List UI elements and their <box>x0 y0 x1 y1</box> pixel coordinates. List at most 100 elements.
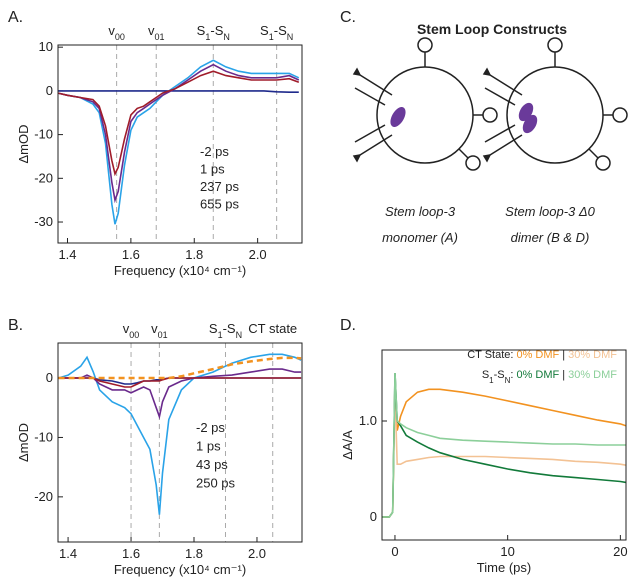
text-part: v <box>123 321 130 336</box>
y-tick-label: -30 <box>34 214 53 229</box>
text-part: v <box>108 23 115 38</box>
text-part: S <box>482 369 489 381</box>
y-tick-label: 0 <box>46 370 53 385</box>
text-part: 1 <box>269 32 274 42</box>
text-part: v <box>151 321 158 336</box>
legend-entry: 1 ps <box>200 162 225 177</box>
legend-entry: 250 ps <box>196 476 236 491</box>
annotation: S1-SN <box>260 23 293 42</box>
plot-frame <box>57 44 303 244</box>
text-part: CT state <box>248 321 297 336</box>
x-tick-label: 1.4 <box>59 546 77 561</box>
x-tick-label: 10 <box>500 544 514 559</box>
legend-entry: 30% DMF <box>568 349 617 361</box>
text-part: 1 <box>205 32 210 42</box>
legend-entry: -2 ps <box>196 420 225 435</box>
series-line <box>382 392 626 518</box>
text-part: 1 <box>218 330 223 340</box>
y-tick-label: 1.0 <box>359 413 377 428</box>
legend-entry: 655 ps <box>200 197 240 212</box>
text-part: 00 <box>129 330 139 340</box>
text-part: -S <box>223 321 236 336</box>
x-tick-label: 1.4 <box>58 247 76 262</box>
series-line <box>382 372 626 518</box>
text-part: 1 <box>489 376 494 385</box>
annotation: S1-SN <box>197 23 230 42</box>
annotation: v01 <box>148 23 165 42</box>
text-part: -S <box>274 23 287 38</box>
y-axis-label: ΔmOD <box>16 423 31 462</box>
text-part: N <box>505 376 511 385</box>
y-tick-label: -10 <box>34 429 53 444</box>
x-tick-label: 20 <box>613 544 627 559</box>
text-part: N <box>223 32 230 42</box>
text-part: N <box>236 330 243 340</box>
series-line <box>382 382 626 518</box>
text-part: N <box>287 32 294 42</box>
legend-entry: 30% DMF <box>568 369 617 381</box>
legend-group: S1-SN: 0% DMF | 30% DMF <box>482 369 617 385</box>
x-tick-label: 2.0 <box>248 546 266 561</box>
diagram-title: Stem Loop Constructs <box>417 21 567 37</box>
series-line <box>58 353 302 515</box>
panel-label: A. <box>8 9 23 26</box>
panel-label: C. <box>340 9 356 26</box>
annotation: v01 <box>151 321 168 340</box>
x-tick-label: 1.8 <box>185 546 203 561</box>
legend-entry: 237 ps <box>200 179 240 194</box>
annotation: v00 <box>108 23 125 42</box>
caption: dimer (B & D) <box>511 230 590 245</box>
text-part: -S <box>210 23 223 38</box>
x-axis-label: Time (ps) <box>477 560 531 575</box>
plot-frame <box>381 349 627 541</box>
text-part: v <box>148 23 155 38</box>
legend-entry: 0% DMF <box>516 349 559 361</box>
stem-loop-diagram <box>352 37 628 171</box>
text-part: -S <box>494 369 505 381</box>
caption: Stem loop-3 Δ0 <box>505 204 595 219</box>
legend-separator: | <box>562 369 565 381</box>
text-part: 01 <box>154 32 164 42</box>
panel-label: B. <box>8 317 23 334</box>
y-axis-label: ΔmOD <box>16 124 31 163</box>
plot-frame <box>57 342 303 543</box>
legend-entry: 43 ps <box>196 457 228 472</box>
legend-entry: -2 ps <box>200 144 229 159</box>
y-axis-label: ΔA/A <box>340 430 355 460</box>
x-tick-label: 0 <box>391 544 398 559</box>
panel-label: D. <box>340 317 356 334</box>
text-part: S <box>197 23 206 38</box>
caption: monomer (A) <box>382 230 458 245</box>
y-tick-label: 10 <box>39 39 53 54</box>
y-tick-label: -20 <box>34 489 53 504</box>
x-tick-label: 1.6 <box>122 247 140 262</box>
text-part: : <box>510 369 513 381</box>
annotation: CT state <box>248 321 297 336</box>
series-line <box>58 90 299 93</box>
x-tick-label: 1.6 <box>122 546 140 561</box>
x-axis-label: Frequency (x10⁴ cm⁻¹) <box>114 263 246 278</box>
y-tick-label: 0 <box>370 509 377 524</box>
legend-entry: 1 ps <box>196 439 221 454</box>
annotation: S1-SN <box>209 321 242 340</box>
x-axis-label: Frequency (x10⁴ cm⁻¹) <box>114 562 246 577</box>
series-line <box>58 59 300 225</box>
x-tick-label: 2.0 <box>249 247 267 262</box>
y-tick-label: -20 <box>34 170 53 185</box>
text-part: 00 <box>115 32 125 42</box>
legend-separator: | <box>562 349 565 361</box>
text-part: 01 <box>158 330 168 340</box>
text-part: S <box>209 321 218 336</box>
series-line <box>58 356 302 380</box>
legend-entry: 0% DMF <box>516 369 559 381</box>
text-part: CT State: <box>467 349 513 361</box>
y-tick-label: -10 <box>34 127 53 142</box>
y-tick-label: 0 <box>46 83 53 98</box>
caption: Stem loop-3 <box>385 204 456 219</box>
x-tick-label: 1.8 <box>185 247 203 262</box>
text-part: S <box>260 23 269 38</box>
annotation: v00 <box>123 321 140 340</box>
legend-group: CT State: 0% DMF | 30% DMF <box>467 349 617 361</box>
series-line <box>58 63 300 204</box>
